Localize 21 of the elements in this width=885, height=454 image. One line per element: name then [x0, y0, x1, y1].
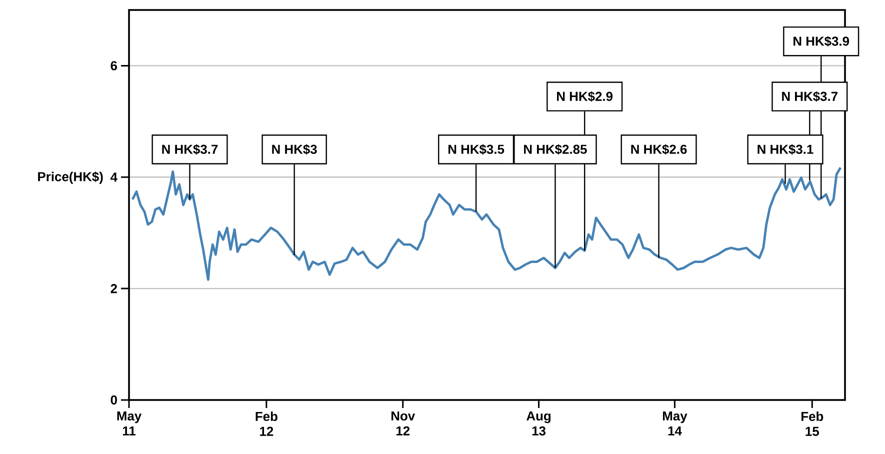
annotation: N HK$2.85 — [524, 144, 587, 155]
x-tick-label: May 11 — [117, 412, 142, 436]
y-tick-label: 6 — [110, 61, 118, 70]
annotation: N HK$3.5 — [448, 144, 504, 155]
x-tick-label: May 14 — [662, 412, 688, 436]
y-tick-label: 2 — [110, 284, 117, 294]
annotation: N HK$2.9 — [557, 91, 613, 102]
annotation: N HK$3.9 — [794, 36, 850, 47]
y-axis-title: Price(HK$) — [38, 172, 103, 184]
annotation: N HK$2.6 — [631, 144, 687, 155]
y-tick-label: 4 — [110, 172, 118, 182]
y-tick-label: 0 — [110, 395, 117, 405]
annotation: N HK$3.7 — [162, 144, 218, 155]
x-tick-label: Nov 12 — [391, 412, 416, 436]
annotation: N HK$3.1 — [758, 144, 814, 155]
annotation: N HK$3 — [272, 144, 317, 155]
line-series — [131, 166, 842, 281]
x-tick-label: Feb 15 — [801, 412, 824, 436]
x-tick-label: Feb 12 — [256, 412, 278, 436]
annotation: N HK$3.7 — [782, 91, 838, 102]
x-tick-label: Aug 13 — [526, 412, 551, 436]
